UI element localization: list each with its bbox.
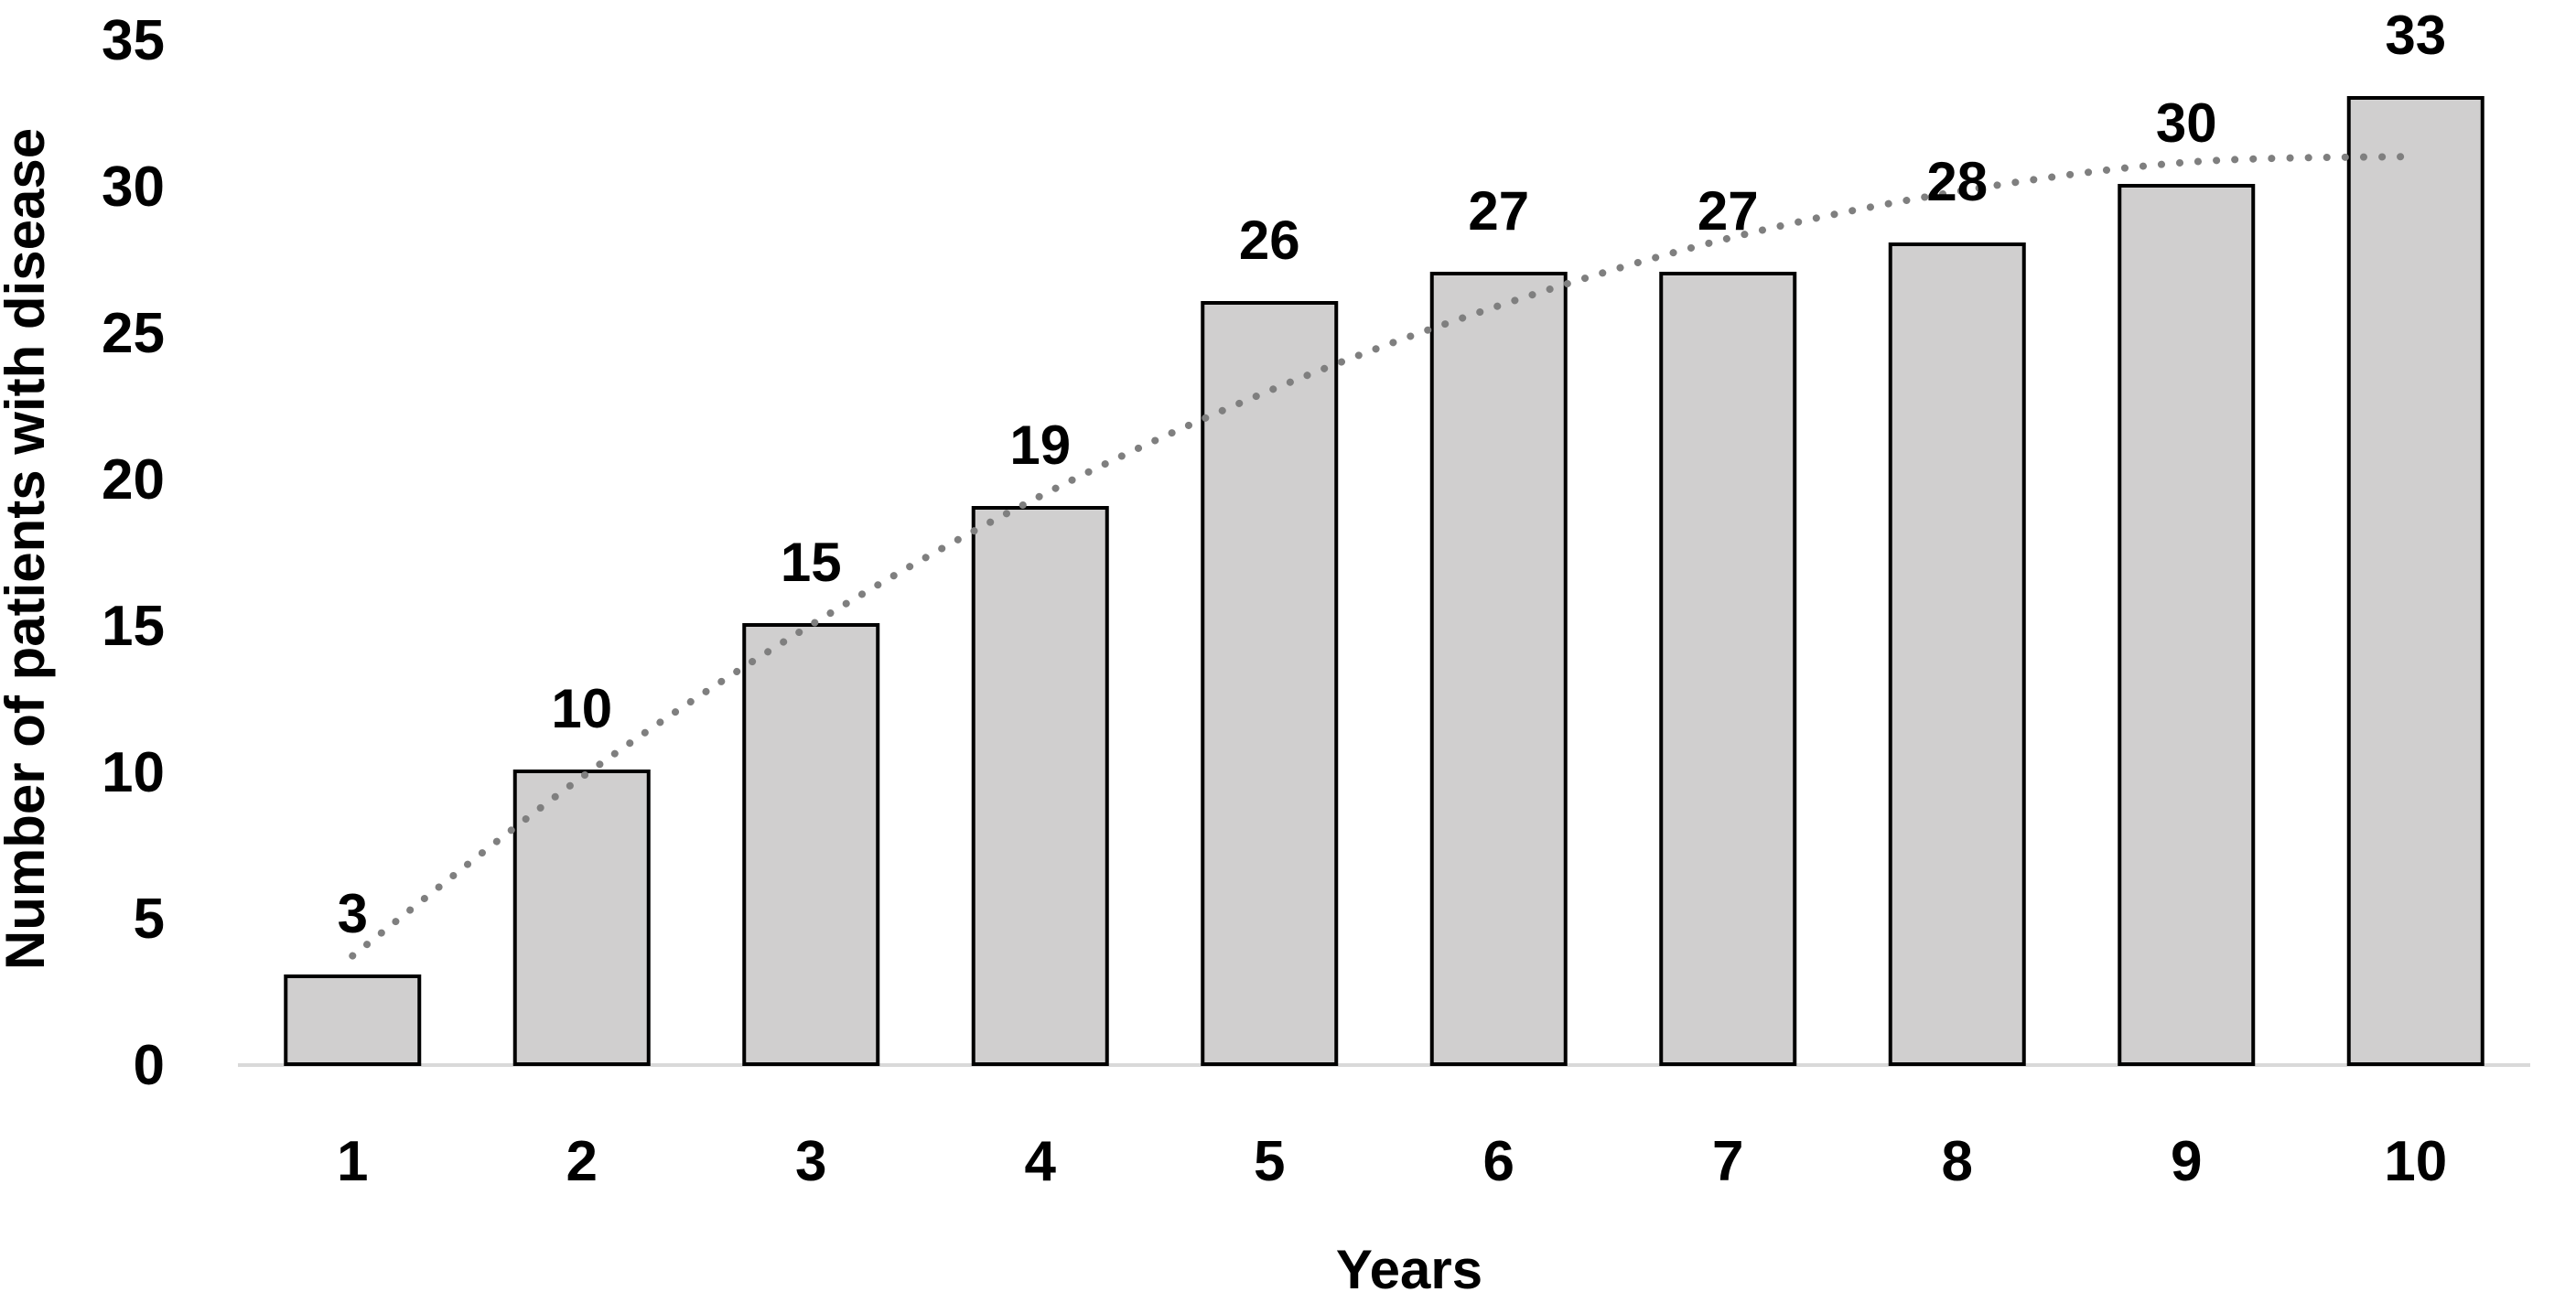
data-label: 30 (2156, 92, 2217, 154)
y-tick-label: 25 (102, 302, 165, 365)
x-tick-label: 10 (2384, 1130, 2447, 1193)
x-tick-label: 7 (1712, 1130, 1743, 1193)
data-label: 19 (1009, 415, 1071, 476)
x-tick-label: 6 (1483, 1130, 1514, 1193)
bar (2118, 184, 2256, 1066)
bar (1659, 272, 1797, 1066)
x-axis-title: Years (1336, 1239, 1482, 1292)
y-tick-label: 20 (102, 448, 165, 511)
bar (1201, 301, 1339, 1066)
bar (971, 506, 1109, 1066)
x-tick-label: 5 (1254, 1130, 1285, 1193)
y-tick-label: 35 (102, 9, 165, 72)
data-label: 10 (551, 678, 612, 739)
bar (284, 974, 422, 1066)
y-axis-title: Number of patients with disease (0, 128, 56, 970)
data-label: 26 (1239, 210, 1300, 271)
y-tick-label: 15 (102, 595, 165, 658)
data-labels: 3 10 15 19 26 27 27 28 30 33 (338, 5, 2447, 944)
y-tick-label: 30 (102, 156, 165, 219)
bar (1888, 242, 2026, 1066)
x-axis-ticks: 1 2 3 4 5 6 7 8 9 10 (337, 1130, 2447, 1193)
x-tick-label: 9 (2171, 1130, 2202, 1193)
bar (512, 770, 651, 1066)
y-tick-label: 5 (134, 888, 165, 951)
x-tick-label: 1 (337, 1130, 368, 1193)
bar (2346, 96, 2484, 1066)
x-tick-label: 2 (566, 1130, 598, 1193)
y-tick-label: 0 (134, 1034, 165, 1097)
data-label: 15 (781, 532, 842, 593)
bar (742, 623, 880, 1066)
bar (1429, 272, 1568, 1066)
bar-series (284, 96, 2484, 1066)
x-tick-label: 4 (1025, 1130, 1057, 1193)
data-label: 33 (2385, 5, 2446, 66)
data-label: 3 (338, 883, 368, 944)
y-axis-ticks: 0 5 10 15 20 25 30 35 (102, 9, 165, 1097)
data-label: 27 (1698, 180, 1759, 242)
data-label: 28 (1926, 151, 1988, 212)
x-tick-label: 8 (1942, 1130, 1973, 1193)
y-tick-label: 10 (102, 741, 165, 804)
trendline (349, 153, 2420, 960)
data-label: 27 (1468, 180, 1529, 242)
x-tick-label: 3 (795, 1130, 826, 1193)
